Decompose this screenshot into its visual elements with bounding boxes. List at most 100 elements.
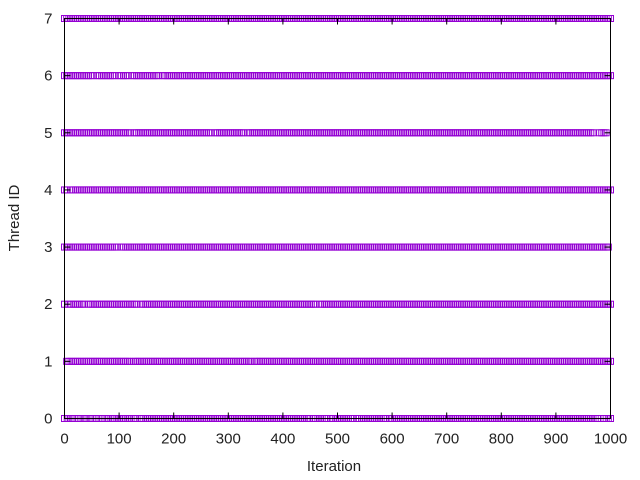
data-point-thread-2 [515,300,523,308]
data-point-thread-5 [390,129,398,137]
data-point-thread-3 [416,243,424,251]
data-point-thread-3 [294,243,302,251]
data-point-thread-6 [159,72,167,80]
data-point-thread-5 [78,129,86,137]
data-point-thread-4 [71,186,79,194]
data-point-thread-5 [159,129,167,137]
data-point-thread-6 [534,72,542,80]
data-point-thread-4 [275,186,283,194]
data-point-thread-4 [312,186,320,194]
data-point-thread-2 [462,300,470,308]
data-point-thread-4 [539,186,547,194]
data-point-thread-1 [432,357,440,365]
data-point-thread-5 [484,129,492,137]
data-point-thread-6 [430,72,438,80]
data-point-thread-4 [587,186,595,194]
data-point-thread-1 [93,357,101,365]
data-point-thread-2 [471,300,479,308]
data-point-thread-1 [447,357,455,365]
data-point-thread-1 [208,357,216,365]
data-point-thread-4 [316,186,324,194]
data-point-thread-1 [375,357,383,365]
data-point-thread-6 [358,72,366,80]
data-point-thread-4 [139,186,147,194]
data-point-thread-2 [430,300,438,308]
data-point-thread-6 [82,72,90,80]
data-point-thread-4 [462,186,470,194]
data-point-thread-3 [373,243,381,251]
data-point-thread-4 [502,186,510,194]
data-point-thread-4 [513,186,521,194]
data-point-thread-4 [510,186,518,194]
data-point-thread-6 [336,72,344,80]
data-point-thread-4 [237,186,245,194]
data-point-thread-6 [226,72,234,80]
data-point-thread-1 [469,357,477,365]
data-point-thread-1 [368,357,376,365]
data-point-thread-3 [78,243,86,251]
data-point-thread-3 [451,243,459,251]
data-point-thread-4 [194,186,202,194]
data-point-thread-5 [71,129,79,137]
data-point-thread-4 [572,186,580,194]
data-point-thread-6 [152,72,160,80]
data-point-thread-1 [366,357,374,365]
data-point-thread-4 [113,186,121,194]
data-point-thread-3 [513,243,521,251]
data-point-thread-3 [211,243,219,251]
data-point-thread-4 [366,186,374,194]
data-point-thread-4 [368,186,376,194]
data-point-thread-4 [200,186,208,194]
y-axis-label: Thread ID [6,184,23,251]
data-point-thread-2 [288,300,296,308]
data-point-thread-6 [425,72,433,80]
data-point-thread-6 [558,72,566,80]
data-point-thread-5 [399,129,407,137]
data-point-thread-5 [176,129,184,137]
data-point-thread-6 [124,72,132,80]
data-point-thread-6 [473,72,481,80]
data-point-thread-6 [386,72,394,80]
data-point-thread-1 [458,357,466,365]
data-point-thread-2 [368,300,376,308]
data-point-thread-5 [82,129,90,137]
data-point-thread-4 [181,186,189,194]
data-point-thread-3 [589,243,597,251]
data-point-thread-6 [550,72,558,80]
data-point-thread-6 [109,72,117,80]
data-point-thread-3 [489,243,497,251]
data-point-thread-6 [344,72,352,80]
data-point-thread-1 [506,357,514,365]
data-point-thread-2 [373,300,381,308]
data-point-thread-1 [403,357,411,365]
data-point-thread-4 [392,186,400,194]
data-point-thread-3 [111,243,119,251]
data-point-thread-2 [489,300,497,308]
data-point-thread-4 [478,186,486,194]
data-point-thread-4 [325,186,333,194]
data-point-thread-1 [362,357,370,365]
data-point-thread-2 [410,300,418,308]
data-point-thread-3 [430,243,438,251]
data-point-thread-3 [561,243,569,251]
data-point-thread-3 [543,243,551,251]
data-point-thread-6 [384,72,392,80]
data-point-thread-5 [76,129,84,137]
data-point-thread-6 [371,72,379,80]
data-point-thread-6 [443,72,451,80]
data-point-thread-5 [91,129,99,137]
data-point-thread-1 [454,357,462,365]
data-point-thread-2 [445,300,453,308]
data-point-thread-4 [364,186,372,194]
data-point-thread-6 [185,72,193,80]
data-point-thread-3 [272,243,280,251]
data-point-thread-2 [229,300,237,308]
data-point-thread-5 [384,129,392,137]
data-point-thread-5 [74,129,82,137]
data-point-thread-1 [580,357,588,365]
data-point-thread-2 [578,300,586,308]
data-point-thread-2 [469,300,477,308]
data-point-thread-1 [301,357,309,365]
data-point-thread-4 [412,186,420,194]
data-point-thread-1 [355,357,363,365]
